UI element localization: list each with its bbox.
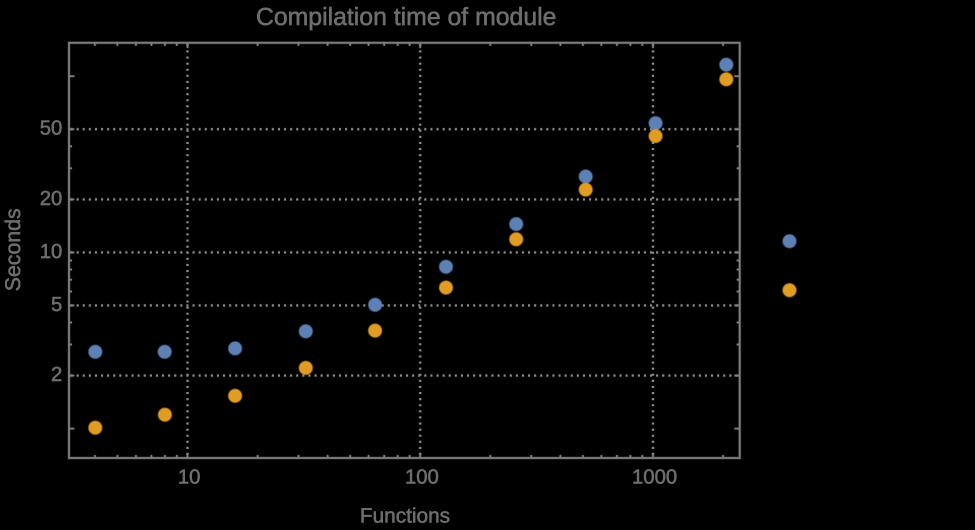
svg-text:10: 10 xyxy=(40,241,63,263)
svg-text:1000: 1000 xyxy=(632,466,677,488)
svg-text:2: 2 xyxy=(51,364,62,386)
svg-text:50: 50 xyxy=(40,118,63,140)
svg-text:Seconds: Seconds xyxy=(1,208,25,291)
svg-text:20: 20 xyxy=(40,188,63,210)
svg-text:Compilation time of module: Compilation time of module xyxy=(256,4,556,31)
svg-text:Seconds: Seconds xyxy=(1,208,25,291)
svg-text:5: 5 xyxy=(51,294,62,316)
svg-text:100: 100 xyxy=(405,466,439,488)
svg-text:10: 10 xyxy=(178,466,201,488)
svg-text:1000: 1000 xyxy=(632,466,677,488)
svg-text:Functions: Functions xyxy=(360,505,450,525)
svg-text:20: 20 xyxy=(40,188,63,210)
svg-text:10: 10 xyxy=(40,241,63,263)
svg-text:100: 100 xyxy=(405,466,439,488)
svg-text:Compilation time of module: Compilation time of module xyxy=(256,4,556,31)
svg-text:5: 5 xyxy=(51,294,62,316)
svg-text:50: 50 xyxy=(40,118,63,140)
svg-text:10: 10 xyxy=(178,466,201,488)
svg-text:2: 2 xyxy=(51,364,62,386)
svg-text:Functions: Functions xyxy=(360,505,450,525)
